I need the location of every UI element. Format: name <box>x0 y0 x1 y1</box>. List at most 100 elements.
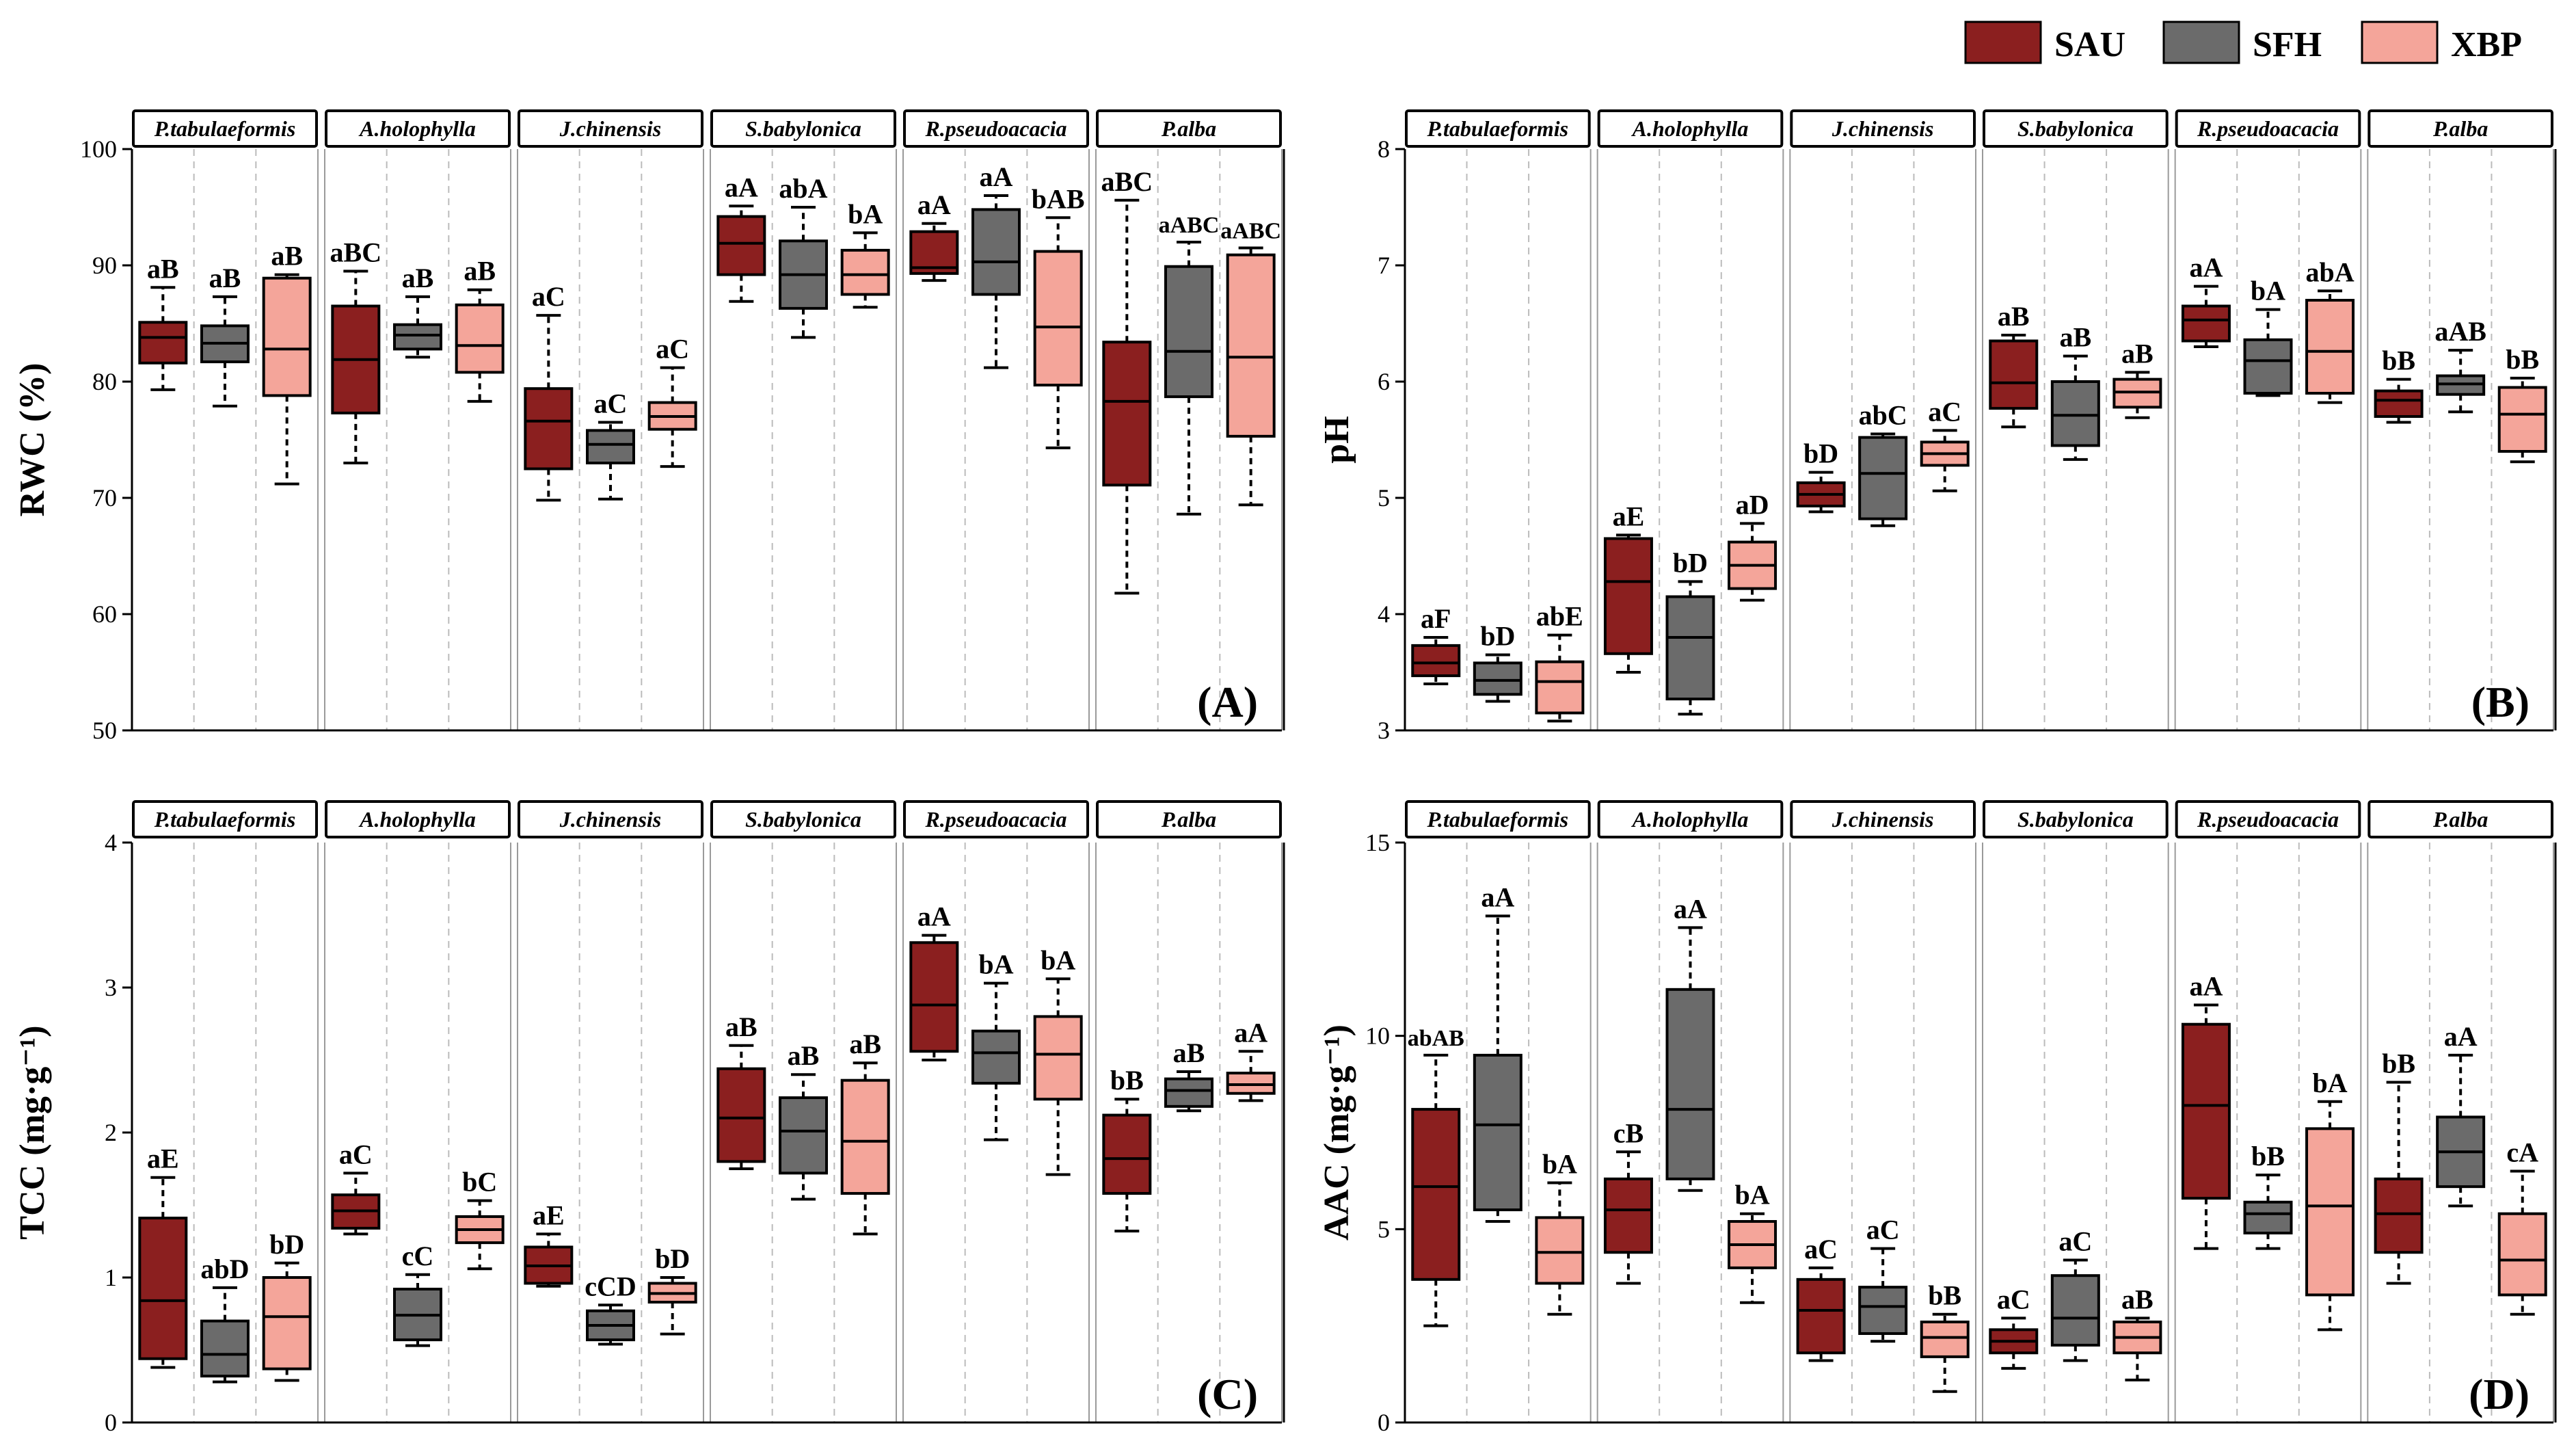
box-xbp: bA <box>840 198 890 309</box>
box-sfh: aB <box>393 263 442 359</box>
panel-a: 50 60 70 80 90 100 RWC (%) P.tabulaeformis aB aB a… <box>13 109 1285 744</box>
box-iqr <box>393 323 442 351</box>
box-sfh: bD <box>1665 547 1715 716</box>
box-sau: aBC <box>330 237 381 464</box>
box-sfh: bB <box>2243 1141 2293 1250</box>
box-sau: aA <box>2181 970 2231 1250</box>
significance-label: bAB <box>1032 183 1085 214</box>
box-iqr <box>1858 436 1908 520</box>
box-xbp: bA <box>1535 1148 1585 1316</box>
significance-label: abE <box>1536 601 1583 632</box>
significance-label: bB <box>1928 1280 1961 1311</box>
legend-swatch-sfh <box>2162 21 2240 64</box>
facet-strip-label: J.chinensis <box>559 116 661 141</box>
facet-s-babylonica: S.babylonica aC aC aB <box>1982 800 2169 1422</box>
significance-label: bC <box>462 1167 497 1197</box>
box-iqr <box>200 1319 250 1378</box>
box-sfh: aB <box>779 1040 828 1201</box>
box-xbp: bA <box>2305 1068 2355 1332</box>
facet-strip: R.pseudoacacia <box>2175 800 2361 838</box>
facet-a-holophylla: A.holophylla cB aA bA <box>1596 800 1784 1422</box>
facet-strip-label: P.tabulaeformis <box>1427 807 1569 832</box>
y-tick-label: 6 <box>1378 368 1390 395</box>
box-xbp: aB <box>840 1029 890 1236</box>
significance-label: aC <box>2058 1226 2092 1257</box>
significance-label: aD <box>1736 489 1769 520</box>
significance-label: aC <box>532 281 565 312</box>
facet-strip: J.chinensis <box>518 800 703 838</box>
significance-label: bA <box>2251 276 2285 306</box>
y-tick-label: 5 <box>1378 1215 1390 1243</box>
facet-strip-label: R.pseudoacacia <box>924 116 1066 141</box>
facet-p-alba: P.alba bB aAB bB <box>2367 109 2554 730</box>
facet-strip-label: P.tabulaeformis <box>1427 116 1569 141</box>
y-tick-label: 0 <box>105 1409 117 1436</box>
significance-label: aA <box>1481 882 1514 912</box>
facet-r-pseudoacacia: R.pseudoacacia aA bA abA <box>2174 109 2362 730</box>
y-tick-label: 8 <box>1378 135 1390 163</box>
box-xbp: aA <box>1226 1017 1276 1102</box>
box-sfh: abD <box>200 1254 250 1384</box>
significance-label: bA <box>848 198 883 229</box>
facet-strip-label: S.babylonica <box>745 116 861 141</box>
significance-label: aE <box>1613 501 1645 531</box>
box-iqr <box>2374 389 2424 418</box>
box-xbp: bAB <box>1032 183 1085 449</box>
significance-label: aB <box>1998 301 2030 332</box>
box-iqr <box>1989 339 2039 410</box>
facet-strip-box <box>2367 109 2553 148</box>
significance-label: aB <box>271 241 303 272</box>
facet-strip-box <box>1096 800 1282 838</box>
box-iqr <box>2181 304 2231 343</box>
box-xbp: bB <box>1920 1280 1970 1393</box>
legend-label-xbp: XBP <box>2451 25 2522 64</box>
box-iqr <box>138 1217 188 1360</box>
box-xbp: aC <box>647 334 697 468</box>
box-sfh: aB <box>200 263 250 408</box>
box-iqr <box>2243 1200 2293 1234</box>
box-iqr <box>2497 386 2547 453</box>
y-tick-label: 50 <box>92 717 117 744</box>
box-sau: aA <box>909 901 959 1061</box>
significance-label: aABC <box>1159 213 1220 238</box>
box-iqr <box>840 1078 890 1195</box>
significance-label: aB <box>464 256 496 287</box>
box-xbp: bD <box>262 1229 312 1382</box>
box-xbp: bA <box>1728 1180 1777 1304</box>
box-iqr <box>262 276 312 397</box>
facet-strip: J.chinensis <box>1790 109 1976 148</box>
facet-strip: P.alba <box>2367 109 2553 148</box>
significance-label: aA <box>917 901 951 932</box>
box-sau: cB <box>1603 1117 1653 1285</box>
box-iqr <box>2243 338 2293 395</box>
y-axis-title: TCC (mg·g⁻¹) <box>13 1025 52 1239</box>
box-sfh: cC <box>393 1241 442 1347</box>
box-sfh: bA <box>2243 276 2293 397</box>
significance-label: bB <box>2382 345 2415 376</box>
significance-label: aB <box>209 263 241 293</box>
box-iqr <box>1226 1072 1276 1095</box>
y-tick-label: 2 <box>105 1119 117 1146</box>
facet-p-tabulaeformis: P.tabulaeformis aE abD bD <box>132 800 319 1422</box>
y-tick-label: 100 <box>80 135 117 163</box>
box-sfh: aB <box>2050 322 2100 461</box>
box-xbp: bB <box>2497 344 2547 464</box>
box-sau: aA <box>2181 252 2231 348</box>
box-iqr <box>1603 537 1653 655</box>
facet-a-holophylla: A.holophylla aC cC bC <box>324 800 511 1422</box>
box-xbp: cA <box>2497 1137 2547 1316</box>
legend-label-sau: SAU <box>2054 25 2125 64</box>
facet-r-pseudoacacia: R.pseudoacacia aA bA bA <box>902 800 1090 1422</box>
significance-label: bD <box>269 1229 304 1260</box>
box-iqr <box>1535 660 1585 715</box>
box-xbp: aB <box>2112 338 2162 419</box>
facet-strip: A.holophylla <box>1597 109 1784 148</box>
facet-strip-label: J.chinensis <box>1832 807 1933 832</box>
box-sfh: aC <box>1858 1215 1908 1343</box>
significance-label: bB <box>2382 1048 2415 1079</box>
y-axis-title: pH <box>1317 416 1356 463</box>
significance-label: aB <box>725 1011 757 1042</box>
